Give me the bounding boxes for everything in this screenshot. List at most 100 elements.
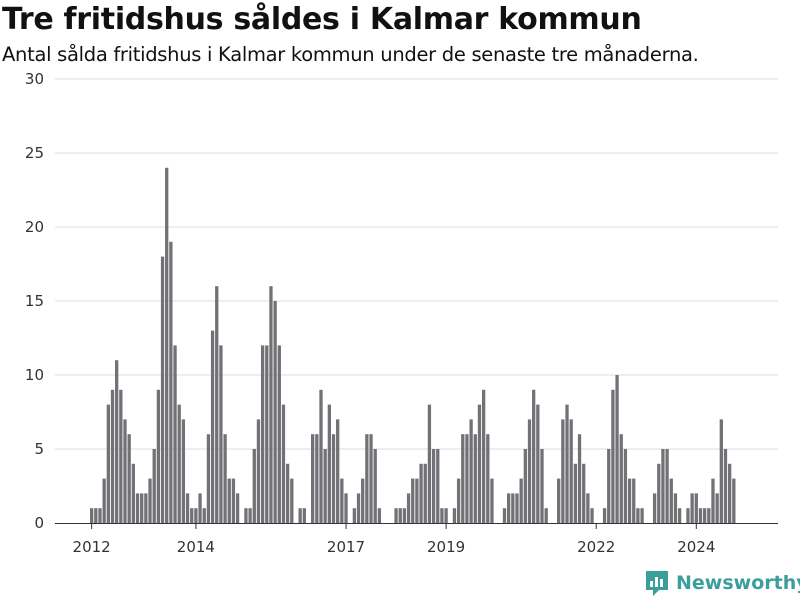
bar — [265, 345, 269, 523]
bar — [115, 360, 119, 523]
bar — [477, 404, 482, 523]
bar — [690, 493, 694, 523]
bar — [431, 449, 436, 523]
bar — [223, 434, 227, 523]
bar — [519, 478, 523, 523]
bar — [148, 478, 152, 523]
bar — [373, 449, 377, 523]
bar — [728, 463, 732, 523]
bar — [627, 478, 632, 523]
annotations: 3 — [741, 0, 751, 4]
bar — [590, 508, 594, 523]
bar — [135, 493, 140, 523]
bar — [511, 493, 515, 523]
bar — [611, 389, 615, 523]
bar — [140, 493, 144, 523]
bar — [273, 301, 277, 523]
bar — [640, 508, 644, 523]
y-axis-tick-labels: 0 5 10 15 20 25 30 — [25, 70, 44, 532]
newsworthy-logo-text: Newsworthy — [676, 572, 800, 594]
bar — [369, 434, 373, 523]
bar-chart: 0 5 10 15 20 25 30 2012 2014 2017 2019 2022 2024 3 — [25, 0, 778, 556]
bar — [652, 493, 657, 523]
bar — [465, 434, 469, 523]
bar — [106, 404, 110, 523]
bar — [190, 508, 194, 523]
bar — [602, 508, 607, 523]
bar — [177, 404, 181, 523]
bar — [707, 508, 711, 523]
bar — [315, 434, 319, 523]
bars — [90, 167, 736, 524]
bar — [461, 434, 465, 523]
bar — [419, 463, 423, 523]
x-tick-label: 2019 — [427, 538, 465, 556]
y-tick-label: 15 — [25, 292, 44, 310]
bar — [577, 434, 582, 523]
bar — [623, 449, 628, 523]
bar — [515, 493, 519, 523]
bar — [336, 419, 340, 523]
y-tick-label: 20 — [25, 218, 44, 236]
x-tick-label: 2022 — [577, 538, 615, 556]
bar — [406, 493, 411, 523]
bar — [719, 419, 723, 523]
bar — [427, 404, 432, 523]
bar — [202, 508, 206, 523]
x-tick-label: 2017 — [327, 538, 365, 556]
bar — [123, 419, 127, 523]
bar — [456, 478, 461, 523]
bar — [331, 434, 336, 523]
y-tick-label: 10 — [25, 366, 44, 384]
bar — [411, 478, 415, 523]
bar — [311, 434, 315, 523]
bar — [90, 508, 94, 523]
bar — [665, 449, 669, 523]
bar — [657, 463, 661, 523]
bar — [356, 493, 361, 523]
bar — [398, 508, 402, 523]
bar — [582, 463, 586, 523]
bar — [473, 434, 477, 523]
bar — [607, 449, 611, 523]
bar — [244, 508, 248, 523]
bar — [436, 449, 440, 523]
x-tick-label: 2024 — [677, 538, 715, 556]
bar — [215, 286, 219, 523]
bar — [527, 419, 532, 523]
bar — [507, 493, 511, 523]
bar — [694, 493, 698, 523]
bar — [469, 419, 473, 523]
bar — [711, 478, 715, 523]
bar — [569, 419, 573, 523]
bar — [544, 508, 548, 523]
bar — [340, 478, 344, 523]
bar — [323, 449, 327, 523]
bar — [227, 478, 231, 523]
bar — [540, 449, 544, 523]
bar — [615, 375, 619, 523]
bar — [327, 404, 331, 523]
y-tick-label: 30 — [25, 70, 44, 88]
bar — [523, 449, 527, 523]
highlight-value-label: 3 — [741, 0, 751, 4]
bar — [490, 478, 494, 523]
bar — [110, 389, 115, 523]
y-tick-label: 5 — [34, 440, 44, 458]
bar — [365, 434, 369, 523]
y-tick-label: 0 — [34, 514, 44, 532]
bar — [632, 478, 636, 523]
newsworthy-logo[interactable]: Newsworthy — [644, 569, 800, 597]
bar — [723, 449, 728, 523]
bar — [486, 434, 490, 523]
bar — [152, 449, 156, 523]
x-tick-label: 2012 — [73, 538, 111, 556]
bar — [636, 508, 640, 523]
bar — [394, 508, 398, 523]
bar — [219, 345, 223, 523]
bar — [173, 345, 177, 523]
bar — [281, 404, 286, 523]
bar — [702, 508, 707, 523]
newsworthy-logo-icon — [646, 571, 668, 596]
bar — [127, 434, 131, 523]
